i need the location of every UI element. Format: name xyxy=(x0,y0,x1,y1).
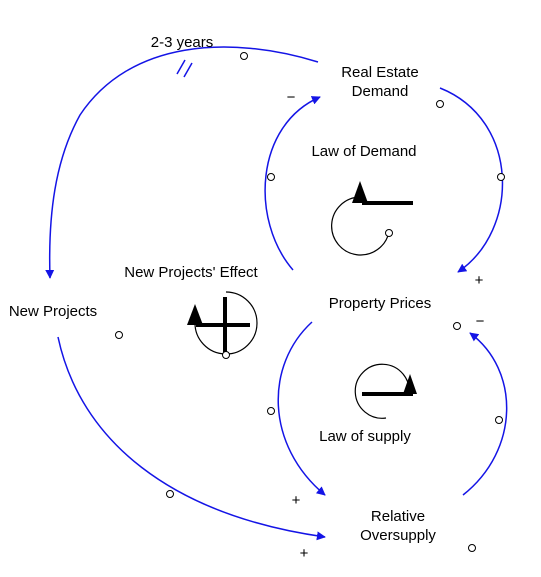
loop-label: New Projects' Effect xyxy=(124,264,258,281)
link-demand-to-prices: + xyxy=(436,87,505,289)
balancing-loop-cw-icon xyxy=(354,363,417,419)
reinforcing-loop-icon xyxy=(187,291,258,359)
node-label: New Projects xyxy=(9,303,97,320)
node-label-line1: Relative xyxy=(371,508,425,525)
link-demand-to-new-projects: 2-3 years xyxy=(45,34,319,279)
polarity-sign: + xyxy=(292,492,301,509)
polarity-sign: + xyxy=(475,272,484,289)
polarity-sign: − xyxy=(476,313,485,330)
node-label-line2: Demand xyxy=(352,83,409,100)
link-handle[interactable] xyxy=(240,52,248,60)
arc-new-projects-to-oversupply xyxy=(57,336,326,541)
polarity-sign: − xyxy=(287,89,296,106)
node-real-estate-demand[interactable]: Real Estate Demand xyxy=(341,64,419,100)
arc-prices-to-demand xyxy=(264,96,321,271)
arc-demand-to-prices xyxy=(439,87,504,273)
arc-oversupply-to-prices xyxy=(462,332,508,496)
node-new-projects[interactable]: New Projects xyxy=(9,303,97,320)
link-handle[interactable] xyxy=(267,173,275,181)
loop-label: Law of supply xyxy=(319,428,411,445)
link-handle[interactable] xyxy=(495,416,503,424)
loop-law-of-supply: Law of supply xyxy=(319,363,417,445)
arc-demand-to-new-projects xyxy=(45,46,319,279)
loop-new-projects-effect: New Projects' Effect xyxy=(124,264,259,359)
node-label: Property Prices xyxy=(329,295,432,312)
loop-label: Law of Demand xyxy=(311,143,416,160)
link-handle[interactable] xyxy=(267,407,275,415)
link-oversupply-to-prices: − xyxy=(453,313,508,496)
link-handle[interactable] xyxy=(115,331,123,339)
loop-law-of-demand: Law of Demand xyxy=(311,143,417,256)
balancing-loop-ccw-icon xyxy=(331,181,413,256)
node-relative-oversupply[interactable]: Relative Oversupply xyxy=(360,508,436,544)
link-prices-to-oversupply: + xyxy=(267,321,326,509)
arc-prices-to-oversupply xyxy=(277,321,326,496)
link-handle[interactable] xyxy=(497,173,505,181)
node-label-line1: Real Estate xyxy=(341,64,419,81)
polarity-sign: + xyxy=(300,545,309,562)
link-handle[interactable] xyxy=(166,490,174,498)
link-handle[interactable] xyxy=(436,100,444,108)
node-handle[interactable] xyxy=(468,544,476,552)
delay-label: 2-3 years xyxy=(151,34,214,51)
link-prices-to-demand: − xyxy=(264,89,321,271)
node-label-line2: Oversupply xyxy=(360,527,436,544)
link-new-projects-to-oversupply: + xyxy=(57,331,326,562)
delay-marker-icon xyxy=(176,59,193,78)
node-property-prices[interactable]: Property Prices xyxy=(329,295,432,312)
link-handle[interactable] xyxy=(453,322,461,330)
